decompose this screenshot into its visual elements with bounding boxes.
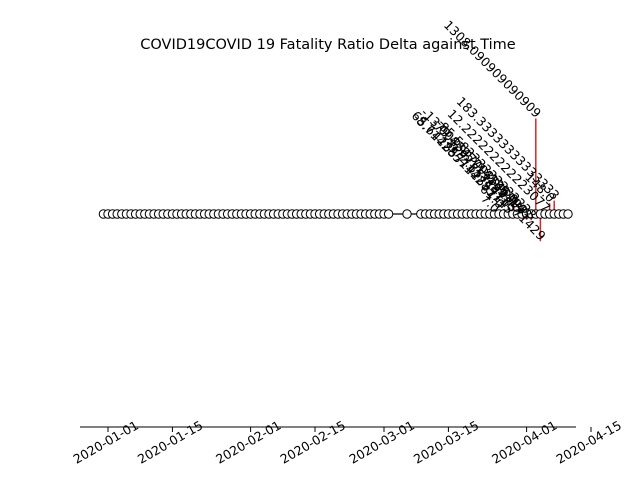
x-tick-label: 2020-03-01 (347, 417, 417, 466)
x-tick-label: 2020-02-15 (278, 417, 348, 466)
chart-title: COVID19COVID 19 Fatality Ratio Delta aga… (140, 37, 516, 53)
zero-marker (383, 209, 394, 219)
x-tick-label: 2020-01-15 (135, 417, 205, 466)
x-tick-label: 2020-04-01 (489, 417, 559, 466)
x-tick-label: 2020-01-01 (71, 417, 141, 466)
zero-markers (98, 209, 573, 219)
x-tick-label: 2020-03-15 (411, 417, 481, 466)
x-tick-label: 2020-04-15 (554, 417, 624, 466)
zero-marker (402, 209, 412, 219)
x-tick-label: 2020-02-01 (213, 417, 283, 466)
zero-marker (563, 209, 573, 219)
